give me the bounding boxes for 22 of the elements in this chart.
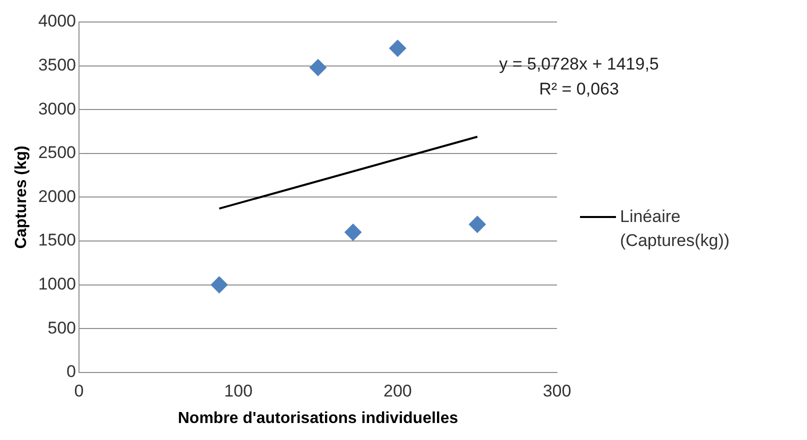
point bbox=[344, 224, 362, 241]
legend-label: Linéaire (Captures(kg)) bbox=[620, 206, 731, 252]
annotation: y = 5,0728x + 1419,5 bbox=[499, 54, 659, 74]
y-tick-label: 3000 bbox=[38, 99, 76, 118]
annotation: R² = 0,063 bbox=[539, 80, 619, 99]
y-tick-label: 0 bbox=[66, 362, 76, 382]
point bbox=[389, 40, 406, 57]
point bbox=[468, 216, 486, 233]
x-tick-label: 300 bbox=[542, 381, 572, 400]
y-tick-label: 3500 bbox=[38, 55, 76, 74]
y-tick-label: 1500 bbox=[38, 230, 76, 250]
point bbox=[210, 276, 228, 294]
point bbox=[310, 59, 327, 76]
y-axis-title: Captures (kg) bbox=[13, 146, 30, 249]
y-tick-label: 4000 bbox=[38, 12, 76, 31]
y-tick-label: 1000 bbox=[38, 274, 76, 294]
x-tick-label: 100 bbox=[224, 381, 253, 400]
x-axis-title: Nombre d'autorisations individuelles bbox=[178, 410, 458, 427]
y-tick-label: 2000 bbox=[38, 186, 76, 206]
y-tick-label: 2500 bbox=[38, 143, 76, 162]
y-tick-label: 500 bbox=[48, 318, 76, 338]
x-tick-label: 200 bbox=[383, 381, 412, 400]
